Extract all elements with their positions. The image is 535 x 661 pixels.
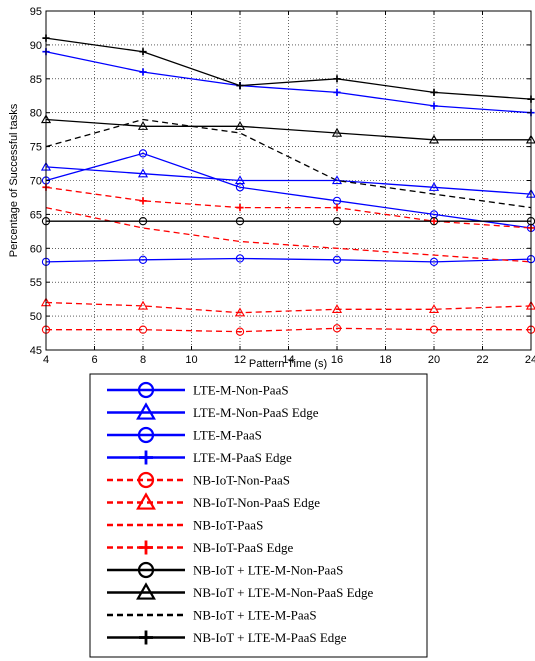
legend-marker-3	[137, 426, 155, 444]
y-tick-label: 70	[30, 176, 42, 188]
series-line-12	[45, 37, 532, 100]
data-point-series-10	[137, 121, 149, 130]
legend-label-7: NB-IoT-PaaS	[193, 518, 263, 533]
x-tick-label: 18	[379, 354, 391, 366]
series-line-5	[46, 327, 531, 333]
y-tick-label: 90	[30, 40, 42, 52]
data-point-series-10	[234, 121, 246, 130]
data-point-series-12	[430, 88, 438, 96]
series-line-1	[45, 257, 532, 263]
legend-marker-6	[136, 492, 156, 510]
x-tick-label: 10	[185, 354, 197, 366]
legend: LTE-M-Non-PaaS LTE-M-Non-PaaS Edge LTE-M-P…	[107, 381, 374, 645]
data-point-series-5	[429, 325, 439, 334]
legend-label-1: LTE-M-Non-PaaS	[193, 383, 289, 398]
legend-label-8: NB-IoT-PaaS Edge	[193, 540, 293, 555]
data-point-series-9	[429, 217, 439, 226]
data-point-series-1	[235, 254, 245, 263]
data-point-series-4	[333, 88, 341, 96]
legend-label-6: NB-IoT-Non-PaaS Edge	[193, 495, 320, 510]
legend-marker-2	[136, 402, 156, 420]
data-point-series-12	[139, 48, 147, 56]
data-point-series-2	[428, 182, 440, 191]
data-point-series-5	[332, 324, 342, 333]
series-line-4	[45, 51, 532, 114]
data-point-series-6	[428, 304, 440, 313]
legend-label-3: LTE-M-PaaS	[193, 428, 262, 443]
legend-marker-10	[136, 582, 156, 600]
y-tick-label: 50	[30, 311, 42, 323]
axis-ticks	[45, 10, 532, 351]
y-tick-label: 55	[30, 277, 42, 289]
legend-box	[89, 373, 428, 658]
data-point-series-2	[331, 175, 343, 185]
y-tick-label: 95	[30, 6, 42, 18]
legend-label-10: NB-IoT + LTE-M-Non-PaaS Edge	[193, 585, 374, 600]
x-tick-label: 22	[476, 354, 488, 366]
series-line-10	[45, 118, 531, 141]
data-point-series-6	[234, 307, 246, 317]
data-point-series-3	[138, 149, 148, 158]
data-point-series-1	[429, 257, 439, 267]
legend-label-4: LTE-M-PaaS Edge	[193, 450, 292, 465]
y-tick-label: 60	[30, 243, 42, 255]
data-point-series-10	[331, 127, 343, 137]
data-point-series-8	[139, 197, 147, 205]
data-point-series-2	[137, 168, 149, 178]
data-point-series-6	[331, 304, 343, 313]
y-tick-label: 45	[30, 345, 42, 357]
y-tick-label: 65	[30, 209, 42, 221]
y-tick-label: 85	[30, 74, 42, 86]
legend-marker-4	[139, 450, 153, 465]
x-axis-label: Pattern Time (s)	[249, 358, 327, 370]
legend-marker-12	[139, 630, 153, 645]
x-tick-label: 12	[234, 354, 246, 366]
data-point-series-1	[138, 255, 148, 264]
legend-label-5: NB-IoT-Non-PaaS	[193, 473, 290, 488]
data-point-series-8	[333, 204, 341, 212]
axis-tick-labels: 4 6 8 10 12 14 16 18 20 22 24 45 50 55 60 65 70 75 80 85 90 9…	[30, 6, 535, 366]
x-tick-label: 4	[43, 354, 49, 366]
y-axis-label: Percentage of Successful tasks	[8, 103, 20, 257]
x-tick-label: 24	[525, 354, 535, 366]
legend-label-11: NB-IoT + LTE-M-PaaS	[193, 608, 317, 623]
y-tick-label: 75	[30, 142, 42, 154]
series-line-2	[45, 166, 532, 195]
data-point-series-5	[138, 325, 148, 334]
x-tick-label: 6	[91, 354, 97, 366]
data-point-series-4	[430, 102, 438, 110]
x-tick-label: 14	[282, 354, 294, 366]
data-point-series-3	[235, 183, 245, 192]
data-point-series-1	[332, 255, 342, 264]
series-line-3	[45, 152, 532, 229]
legend-label-9: NB-IoT + LTE-M-Non-PaaS	[193, 563, 343, 578]
series-line-7	[45, 206, 532, 263]
legend-marker-9	[137, 561, 155, 579]
y-tick-label: 80	[30, 108, 42, 120]
data-point-series-10	[428, 134, 440, 144]
data-point-series-8	[430, 217, 438, 225]
legend-label-2: LTE-M-Non-PaaS Edge	[193, 405, 319, 420]
x-tick-label: 8	[140, 354, 146, 366]
data-point-series-6	[137, 300, 149, 310]
series-line-6	[45, 301, 532, 314]
series-line-11	[45, 118, 532, 209]
data-point-series-12	[236, 81, 244, 90]
x-tick-label: 20	[428, 354, 440, 366]
legend-marker-5	[137, 471, 155, 489]
data-point-series-8	[236, 204, 244, 212]
legend-label-12: NB-IoT + LTE-M-PaaS Edge	[193, 630, 347, 645]
series-lines	[45, 37, 532, 333]
data-point-series-9	[138, 217, 148, 226]
data-point-series-9	[332, 217, 342, 226]
data-point-series-4	[139, 68, 147, 76]
legend-marker-1	[137, 381, 155, 399]
data-point-series-12	[333, 75, 341, 83]
data-point-series-5	[235, 327, 245, 336]
legend-marker-8	[139, 540, 153, 555]
x-tick-label: 16	[331, 354, 343, 366]
series-line-8	[45, 186, 532, 229]
data-point-series-9	[235, 217, 245, 226]
